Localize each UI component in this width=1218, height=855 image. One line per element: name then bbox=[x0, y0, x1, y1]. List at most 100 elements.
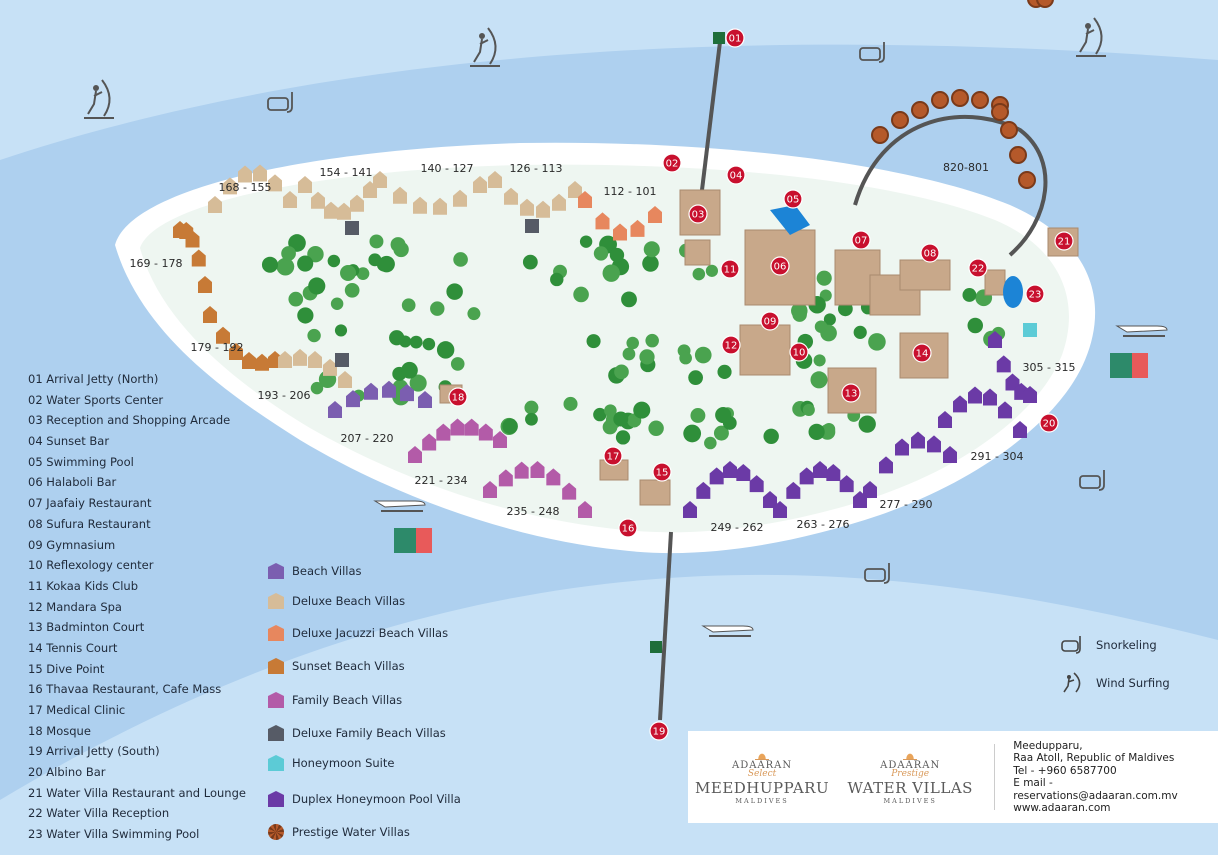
map-marker-20[interactable]: 20 bbox=[1039, 413, 1059, 433]
villa[interactable] bbox=[324, 201, 338, 219]
villa[interactable] bbox=[988, 331, 1002, 348]
map-marker-05[interactable]: 05 bbox=[783, 189, 803, 209]
prestige-water-villa[interactable] bbox=[1018, 171, 1036, 189]
map-marker-12[interactable]: 12 bbox=[721, 335, 741, 355]
villa[interactable] bbox=[786, 481, 801, 499]
villa[interactable] bbox=[763, 491, 777, 508]
villa[interactable] bbox=[826, 464, 841, 482]
facility-building[interactable] bbox=[744, 229, 816, 306]
villa[interactable] bbox=[311, 191, 325, 209]
prestige-water-villa[interactable] bbox=[911, 101, 929, 119]
map-marker-17[interactable]: 17 bbox=[603, 446, 623, 466]
villa[interactable] bbox=[578, 191, 592, 208]
map-marker-01[interactable]: 01 bbox=[725, 28, 745, 48]
facility-building[interactable] bbox=[984, 269, 1006, 296]
prestige-water-villa[interactable] bbox=[1009, 146, 1027, 164]
villa[interactable] bbox=[648, 206, 662, 223]
prestige-water-villa[interactable] bbox=[1036, 0, 1054, 8]
villa[interactable] bbox=[191, 249, 206, 267]
map-marker-08[interactable]: 08 bbox=[920, 243, 940, 263]
facility-building[interactable] bbox=[684, 239, 711, 266]
villa[interactable] bbox=[298, 176, 312, 193]
facility-building[interactable] bbox=[639, 479, 671, 506]
villa[interactable] bbox=[1023, 323, 1037, 337]
email[interactable]: E mail - reservations@adaaran.com.mv bbox=[1013, 777, 1178, 802]
facility-building[interactable] bbox=[739, 324, 791, 376]
map-marker-23[interactable]: 23 bbox=[1025, 284, 1045, 304]
map-marker-13[interactable]: 13 bbox=[841, 383, 861, 403]
website-link[interactable]: www.adaaran.com bbox=[1013, 802, 1111, 814]
prestige-water-villa[interactable] bbox=[991, 103, 1009, 121]
villa[interactable] bbox=[749, 475, 764, 493]
map-marker-14[interactable]: 14 bbox=[912, 343, 932, 363]
prestige-water-villa[interactable] bbox=[1000, 121, 1018, 139]
villa[interactable] bbox=[546, 468, 561, 486]
villa[interactable] bbox=[338, 371, 352, 388]
villa[interactable] bbox=[400, 384, 414, 402]
villa[interactable] bbox=[552, 193, 566, 211]
map-marker-18[interactable]: 18 bbox=[448, 387, 468, 407]
map-marker-15[interactable]: 15 bbox=[652, 462, 672, 482]
map-marker-11[interactable]: 11 bbox=[720, 259, 740, 279]
map-marker-04[interactable]: 04 bbox=[726, 165, 746, 185]
villa[interactable] bbox=[198, 276, 212, 293]
villa[interactable] bbox=[328, 401, 342, 418]
villa[interactable] bbox=[493, 431, 507, 448]
map-marker-02[interactable]: 02 bbox=[662, 153, 682, 173]
map-marker-21[interactable]: 21 bbox=[1054, 231, 1074, 251]
villa[interactable] bbox=[255, 353, 269, 371]
villa[interactable] bbox=[278, 351, 292, 368]
villa[interactable] bbox=[799, 467, 814, 485]
villa[interactable] bbox=[683, 501, 697, 518]
map-marker-16[interactable]: 16 bbox=[618, 518, 638, 538]
villa[interactable] bbox=[433, 197, 447, 215]
villa[interactable] bbox=[498, 469, 513, 487]
villa[interactable] bbox=[483, 481, 497, 498]
map-marker-03[interactable]: 03 bbox=[688, 204, 708, 224]
villa[interactable] bbox=[938, 411, 952, 428]
villa[interactable] bbox=[345, 221, 359, 235]
villa[interactable] bbox=[1013, 421, 1027, 438]
villa[interactable] bbox=[613, 223, 627, 241]
villa[interactable] bbox=[238, 165, 252, 183]
villa[interactable] bbox=[393, 186, 407, 204]
villa[interactable] bbox=[911, 431, 925, 449]
map-marker-22[interactable]: 22 bbox=[968, 258, 988, 278]
villa[interactable] bbox=[408, 446, 422, 463]
villa[interactable] bbox=[595, 212, 610, 230]
villa[interactable] bbox=[373, 171, 387, 188]
villa[interactable] bbox=[223, 177, 237, 195]
villa[interactable] bbox=[536, 200, 550, 218]
villa[interactable] bbox=[422, 433, 437, 451]
villa[interactable] bbox=[520, 198, 534, 216]
villa[interactable] bbox=[504, 187, 518, 205]
villa[interactable] bbox=[473, 176, 487, 193]
villa[interactable] bbox=[998, 401, 1012, 419]
prestige-water-villa[interactable] bbox=[871, 126, 889, 144]
villa[interactable] bbox=[242, 352, 256, 370]
villa[interactable] bbox=[736, 464, 751, 482]
villa[interactable] bbox=[436, 423, 451, 441]
villa[interactable] bbox=[382, 380, 396, 398]
villa[interactable] bbox=[464, 418, 479, 436]
villa[interactable] bbox=[308, 351, 322, 368]
villa[interactable] bbox=[895, 438, 909, 456]
villa[interactable] bbox=[453, 189, 467, 207]
villa[interactable] bbox=[229, 343, 243, 361]
villa[interactable] bbox=[996, 355, 1011, 373]
villa[interactable] bbox=[185, 230, 200, 248]
villa[interactable] bbox=[268, 174, 282, 192]
prestige-water-villa[interactable] bbox=[951, 89, 969, 107]
villa[interactable] bbox=[773, 501, 787, 518]
villa[interactable] bbox=[364, 382, 378, 400]
villa[interactable] bbox=[630, 219, 645, 237]
villa[interactable] bbox=[562, 482, 577, 500]
villa[interactable] bbox=[335, 353, 349, 367]
map-marker-10[interactable]: 10 bbox=[789, 342, 809, 362]
map-marker-06[interactable]: 06 bbox=[770, 256, 790, 276]
villa[interactable] bbox=[203, 306, 217, 323]
villa[interactable] bbox=[450, 418, 465, 436]
villa[interactable] bbox=[283, 191, 297, 208]
villa[interactable] bbox=[927, 435, 941, 453]
prestige-water-villa[interactable] bbox=[891, 111, 909, 129]
